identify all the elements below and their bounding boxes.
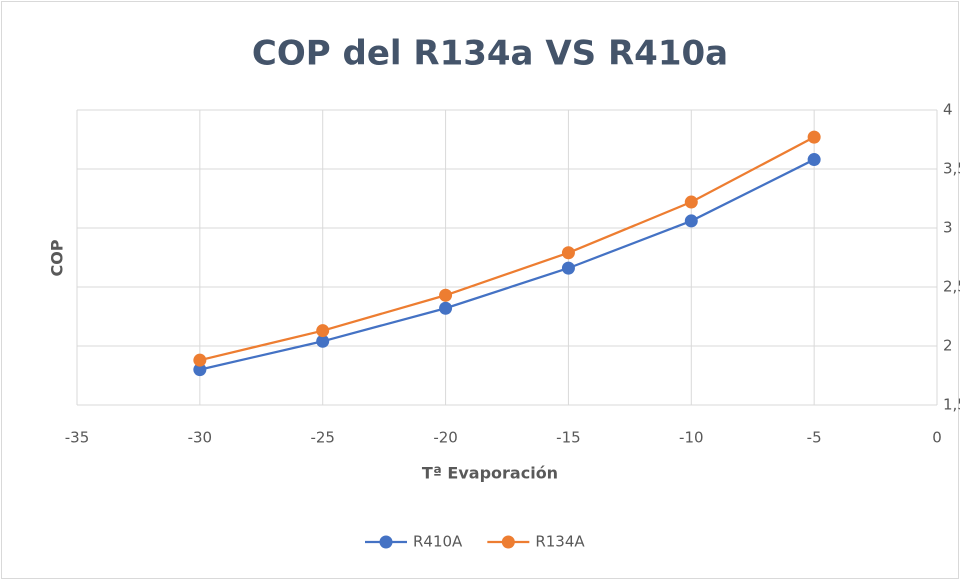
y-tick-label: 1,5 (943, 396, 960, 414)
data-point (807, 130, 821, 144)
x-tick-label: -30 (188, 429, 213, 447)
data-point (561, 261, 575, 275)
y-axis-label: COP (48, 239, 67, 276)
data-point (193, 363, 207, 377)
x-tick-label: -35 (65, 429, 90, 447)
data-point (316, 324, 330, 338)
data-point (439, 301, 453, 315)
data-point (439, 288, 453, 302)
data-point (684, 214, 698, 228)
x-tick-label: -5 (807, 429, 822, 447)
chart-title: COP del R134a VS R410a (252, 34, 728, 74)
legend-label: R134A (535, 533, 585, 551)
legend-marker (501, 535, 515, 549)
y-tick-label: 3 (943, 219, 953, 237)
y-tick-label: 2 (943, 337, 953, 355)
x-tick-label: -10 (679, 429, 704, 447)
y-tick-label: 2,5 (943, 278, 960, 296)
data-point (316, 334, 330, 348)
x-tick-label: -15 (556, 429, 581, 447)
data-point (684, 195, 698, 209)
data-point (193, 353, 207, 367)
x-tick-label: -25 (310, 429, 335, 447)
legend-marker (379, 535, 393, 549)
x-tick-label: 0 (932, 429, 942, 447)
y-tick-label: 3,5 (943, 160, 960, 178)
x-tick-label: -20 (433, 429, 458, 447)
series-line (199, 136, 815, 362)
data-point (807, 153, 821, 167)
y-tick-label: 4 (943, 101, 953, 119)
x-axis-label: Tª Evaporación (422, 464, 558, 483)
legend-label: R410A (413, 533, 463, 551)
data-point (561, 246, 575, 260)
series-line (199, 158, 815, 371)
